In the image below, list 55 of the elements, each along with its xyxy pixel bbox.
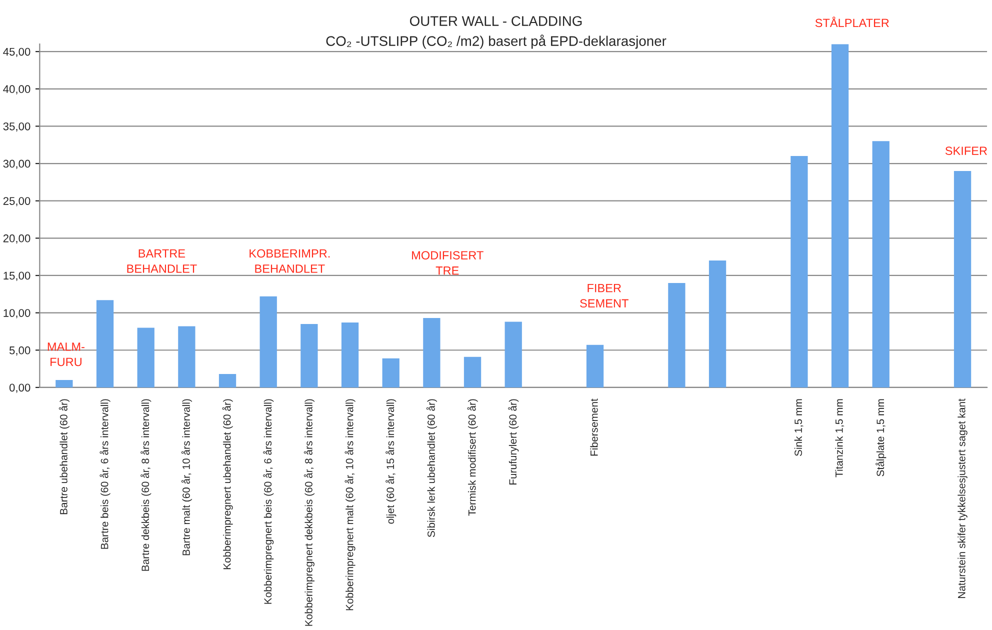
annotation: FIBER SEMENT <box>580 284 628 308</box>
chart-subtitle: CO₂ -UTSLIPP (CO₂ /m2) basert på EPD-deklarasjoner <box>326 34 666 49</box>
text: STÅLPLATER <box>815 16 889 28</box>
x-tick-label: Bartre malt (60 år, 10 års intervall) <box>181 399 192 556</box>
y-tick-label: 45,00 <box>3 48 30 58</box>
bar <box>56 380 73 388</box>
x-tick-label: Sink 1,5 mm <box>794 399 804 456</box>
bar <box>668 282 686 388</box>
x-tick-label: Termisk modifisert (60 år) <box>467 399 478 516</box>
y-tick-label: 10,00 <box>4 309 30 318</box>
x-tick-label: Kobberimpregnert beis (60 år, 6 års intervall) <box>263 399 274 604</box>
x-tick-label: Bartre beis (60 år, 6 års intervall) <box>100 399 110 549</box>
bar <box>708 260 726 388</box>
bar <box>300 324 318 388</box>
x-tick-label: Naturstein skifer tykkelsesjustert saget kant <box>958 398 968 598</box>
x-tick-label: Fibersement <box>590 398 598 456</box>
y-tick-label: 5,00 <box>9 346 30 356</box>
y-tick-label: 20,00 <box>3 234 30 244</box>
bar <box>96 300 114 388</box>
annotation: BARTRE BEHANDLET <box>127 249 197 273</box>
bar <box>872 141 890 388</box>
bar <box>790 156 808 388</box>
y-tick-label: 15,00 <box>4 272 30 281</box>
x-tick-label: Titanzink 1,5 mm <box>835 399 844 478</box>
bar <box>137 328 154 388</box>
y-tick-label: 35,00 <box>3 122 30 132</box>
bar <box>341 322 359 388</box>
bar <box>464 356 482 388</box>
y-tick-label: 40,00 <box>3 85 30 94</box>
bar <box>831 44 849 388</box>
x-tick-label: oljet (60 år, 15 års intervall) <box>386 399 396 524</box>
bar <box>954 170 972 388</box>
bar <box>504 322 522 388</box>
annotation: MALM- FURU <box>48 342 84 366</box>
annotation: SKIFER <box>945 146 987 155</box>
chart-title: OUTER WALL - CLADDING <box>410 16 582 26</box>
bar <box>586 344 604 388</box>
annotation: KOBBERIMPR. BEHANDLET <box>250 249 330 273</box>
x-tick-label: Kobberimpregnert dekkbeis (60 år, 8 års intervall) <box>304 399 314 626</box>
x-tick-label: Bartre ubehandlet (60 år) <box>58 399 70 514</box>
x-tick-label: Bartre dekkbeis (60 år, 8 års intervall) <box>140 399 152 571</box>
bar <box>218 374 236 388</box>
y-tick-label: 25,00 <box>3 197 30 206</box>
y-tick-label: 30,00 <box>3 160 30 169</box>
annotation: MODIFISERT TRE <box>412 251 484 275</box>
bar <box>423 318 440 388</box>
bar <box>382 358 400 388</box>
x-tick-label: Stålplate 1,5 mm <box>876 399 886 476</box>
x-tick-label: Kobberimpregnert malt (60 år, 10 års intervall) <box>344 399 356 610</box>
y-tick-label: 0,00 <box>9 384 30 393</box>
bar <box>178 326 196 388</box>
x-tick-label: Kobberimpregnert ubehandlet (60 år) <box>222 399 233 570</box>
bar <box>260 296 277 388</box>
x-tick-label: Sibirsk lerk ubehandlet (60 år) <box>426 399 437 538</box>
x-tick-label: Furufurylert (60 år) <box>508 399 519 485</box>
